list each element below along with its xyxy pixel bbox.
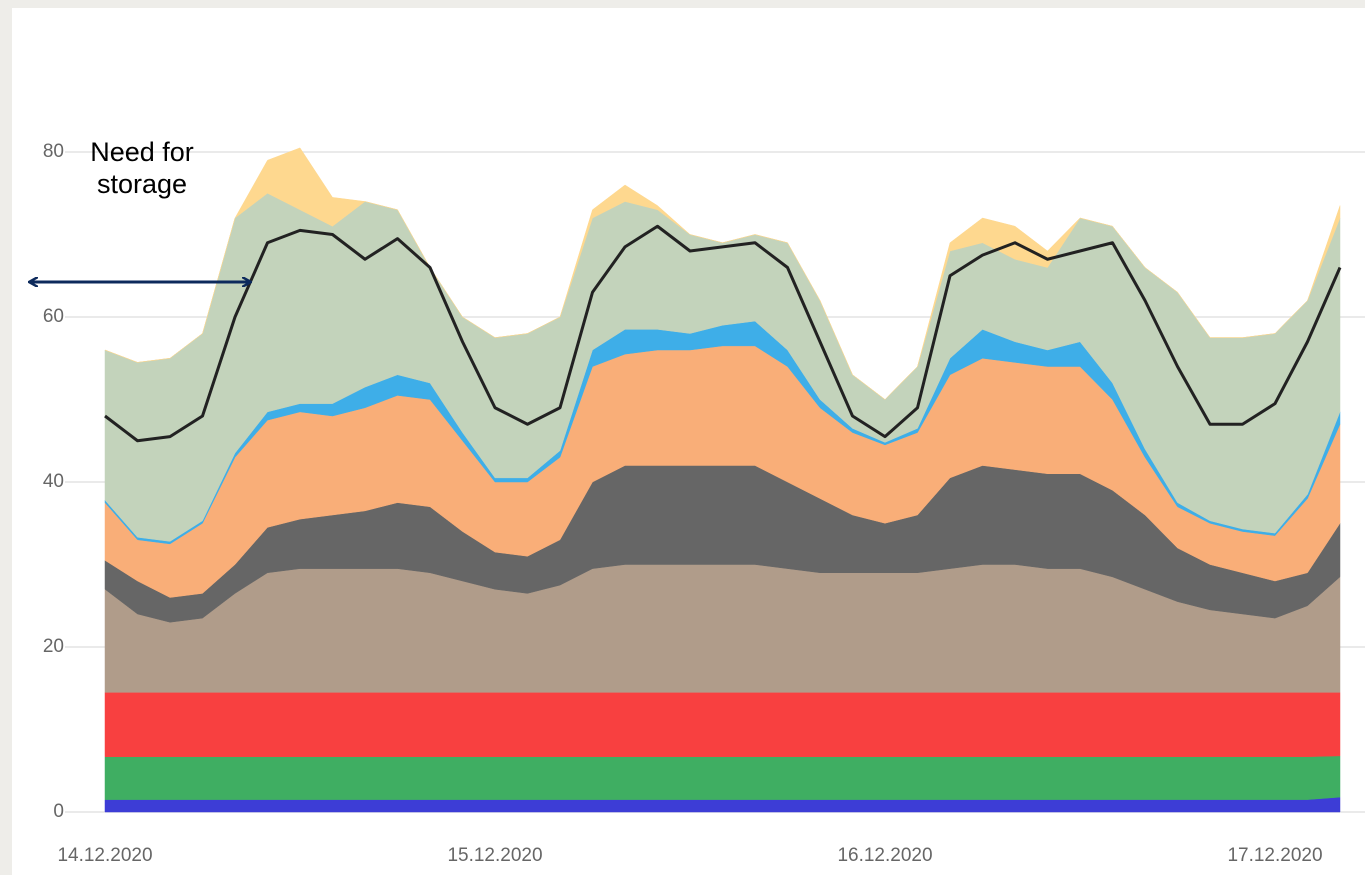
y-tick-label: 20: [43, 636, 64, 657]
line: [104, 224, 1342, 443]
y-tick-label: 40: [43, 471, 64, 492]
y-tick-label: 60: [43, 306, 64, 327]
x-tick-label: 17.12.2020: [1227, 845, 1322, 866]
annotation: Need for storage: [90, 137, 194, 199]
x-tick-label: 15.12.2020: [447, 845, 542, 866]
y-tick-label: 0: [53, 801, 64, 822]
x-tick-label: 14.12.2020: [57, 845, 152, 866]
x-tick-label: 16.12.2020: [837, 845, 932, 866]
y-tick-label: 80: [43, 141, 64, 162]
area: [104, 755, 1341, 800]
area: [104, 692, 1341, 757]
area: [104, 147, 1341, 400]
